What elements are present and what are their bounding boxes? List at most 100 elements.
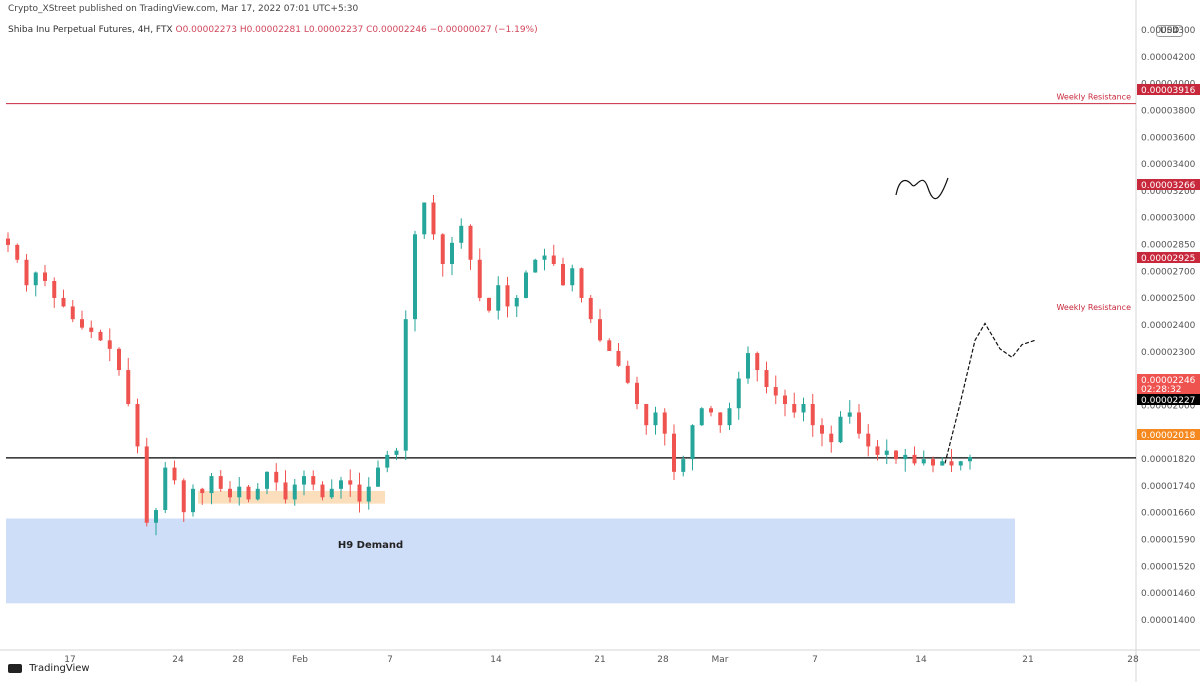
- candle-body: [505, 285, 510, 307]
- x-axis-tick: 28: [657, 655, 669, 665]
- candle-body: [339, 480, 343, 489]
- candle-body: [579, 268, 584, 298]
- weekly-resistance-label: Weekly Resistance: [1056, 93, 1131, 102]
- candle-body: [385, 454, 390, 468]
- support-box: [198, 490, 385, 504]
- candle-body: [755, 353, 760, 371]
- currency-selector[interactable]: USD: [1156, 25, 1184, 37]
- candle-body: [181, 480, 186, 513]
- candle-body: [662, 412, 667, 434]
- candle-body: [126, 370, 131, 404]
- price-label-badge: [1137, 394, 1200, 405]
- x-axis-tick: 14: [490, 655, 502, 665]
- candle-body: [228, 488, 232, 498]
- candle-body: [6, 238, 10, 245]
- tradingview-logo-text: TradingView: [29, 663, 90, 674]
- candle-body: [625, 365, 630, 383]
- price-label-text: 0.00003266: [1141, 181, 1196, 191]
- y-axis-tick: 0.00003600: [1141, 133, 1196, 143]
- candle-body: [709, 408, 713, 413]
- candle-body: [218, 476, 223, 489]
- candle-body: [246, 486, 251, 500]
- candle-body: [884, 450, 889, 455]
- squiggle-drawing: [895, 177, 949, 200]
- price-label-text: 0.00002227: [1141, 396, 1195, 406]
- candle-body: [459, 225, 464, 243]
- x-axis-tick: 7: [812, 655, 818, 665]
- tradingview-logo: TradingView: [8, 663, 90, 674]
- candle-body: [107, 340, 112, 349]
- candle-body: [61, 297, 66, 307]
- x-axis-tick: 28: [1127, 655, 1139, 665]
- y-axis-tick: 0.00002700: [1141, 267, 1196, 277]
- y-axis-tick: 0.00001820: [1141, 455, 1196, 465]
- candle-body: [43, 272, 47, 281]
- x-axis-tick: 14: [915, 655, 927, 665]
- candle-body: [191, 488, 195, 513]
- y-axis-tick: 0.00001460: [1141, 589, 1196, 599]
- candle-body: [33, 272, 38, 286]
- y-axis-tick: 0.00002400: [1141, 321, 1196, 331]
- candle-body: [949, 461, 954, 466]
- candle-body: [135, 403, 140, 447]
- candle-body: [431, 202, 436, 235]
- candle-body: [690, 425, 695, 460]
- candle-body: [699, 408, 704, 426]
- y-axis-tick: 0.00001590: [1141, 536, 1196, 546]
- candle-body: [635, 382, 639, 404]
- x-axis-tick: 24: [172, 655, 184, 665]
- candle-body: [440, 234, 445, 265]
- candle-body: [403, 319, 408, 451]
- ohlc-values: O0.00002273 H0.00002281 L0.00002237 C0.0…: [175, 25, 538, 35]
- y-axis-tick: 0.00002300: [1141, 348, 1196, 358]
- candle-body: [931, 459, 935, 466]
- candle-body: [200, 488, 205, 494]
- tradingview-mark-icon: [8, 663, 22, 673]
- candle-body: [163, 467, 168, 511]
- x-axis-tick: 21: [1022, 655, 1033, 665]
- candle-body: [274, 471, 279, 483]
- price-label-text: 0.00002925: [1141, 254, 1195, 264]
- candle-body: [561, 264, 565, 286]
- y-axis-tick: 0.00003400: [1141, 160, 1196, 170]
- candle-body: [348, 480, 353, 485]
- x-axis-tick: 28: [232, 655, 244, 665]
- candle-body: [265, 471, 269, 489]
- candle-body: [644, 403, 649, 426]
- candle-body: [551, 255, 556, 265]
- candle-body: [468, 225, 473, 260]
- candle-body: [607, 340, 612, 351]
- candle-body: [773, 387, 778, 396]
- y-axis-tick: 0.00003800: [1141, 106, 1196, 116]
- candle-body: [237, 486, 242, 498]
- candle-body: [311, 476, 316, 485]
- candle-body: [209, 476, 214, 494]
- candle-body: [98, 331, 103, 341]
- candle-body: [570, 268, 575, 286]
- candle-body: [847, 412, 852, 417]
- candle-body: [801, 403, 806, 413]
- candle-body: [838, 416, 843, 443]
- price-label-badge: [1137, 429, 1200, 440]
- candle-body: [866, 433, 871, 447]
- x-axis-tick: Feb: [292, 655, 308, 665]
- y-axis-tick: 0.00002500: [1141, 294, 1196, 304]
- candle-body: [357, 484, 362, 502]
- candle-body: [764, 370, 769, 388]
- candle-body: [329, 488, 334, 498]
- candle-body: [542, 255, 547, 260]
- candle-body: [810, 403, 815, 426]
- candle-body: [894, 450, 898, 460]
- price-label-text: 0.00003916: [1141, 86, 1196, 96]
- candle-body: [154, 510, 158, 523]
- symbol-name: Shiba Inu Perpetual Futures, 4H, FTX: [8, 25, 173, 35]
- price-label-badge: [1137, 179, 1200, 190]
- candle-body: [968, 457, 972, 462]
- candle-body: [921, 459, 926, 464]
- y-axis-tick: 0.00002000: [1141, 401, 1196, 411]
- price-label-text: 0.00002018: [1141, 431, 1196, 441]
- publication-info: Crypto_XStreet published on TradingView.…: [8, 4, 359, 14]
- candle-body: [320, 484, 325, 498]
- candle-body: [24, 259, 29, 286]
